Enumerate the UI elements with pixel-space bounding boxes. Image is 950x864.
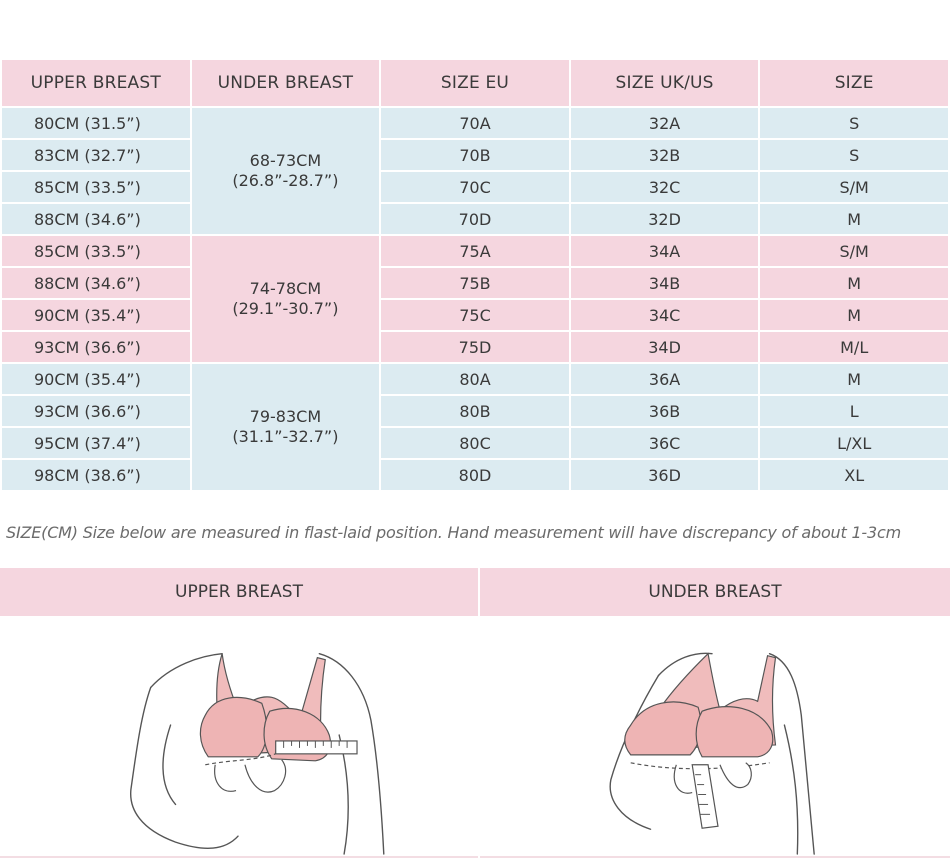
table-row: 93CM (36.6”) 75D 34D M/L bbox=[0, 330, 950, 364]
under-breast-cm: 74-78CM bbox=[249, 279, 322, 298]
size-cell: S/M bbox=[758, 170, 950, 204]
under-breast-cell: 68-73CM (26.8”-28.7”) bbox=[189, 106, 382, 236]
table-body: 80CM (31.5”) 68-73CM (26.8”-28.7”) 70A 3… bbox=[0, 106, 950, 492]
table-row: 88CM (34.6”) 75B 34B M bbox=[0, 266, 950, 300]
under-breast-panel-title: UNDER BREAST bbox=[480, 568, 950, 616]
size-cell: M/L bbox=[758, 330, 950, 364]
size-eu-cell: 70D bbox=[379, 202, 571, 236]
size-uk-us-cell: 36D bbox=[568, 458, 761, 492]
under-breast-inch: (26.8”-28.7”) bbox=[232, 171, 339, 190]
size-eu-cell: 80D bbox=[379, 458, 571, 492]
under-breast-inch: (31.1”-32.7”) bbox=[232, 427, 339, 446]
upper-breast-cell: 80CM (31.5”) bbox=[0, 106, 192, 140]
size-eu-cell: 80A bbox=[379, 362, 571, 396]
upper-breast-illustration bbox=[0, 616, 478, 858]
size-cell: M bbox=[758, 266, 950, 300]
size-cell: L/XL bbox=[758, 426, 950, 460]
upper-breast-cell: 90CM (35.4”) bbox=[0, 298, 192, 332]
table-row: 85CM (33.5”) 70C 32C S/M bbox=[0, 170, 950, 204]
table-row: 90CM (35.4”) 75C 34C M bbox=[0, 298, 950, 332]
header-size-uk-us: SIZE UK/US bbox=[568, 58, 761, 108]
upper-breast-panel: UPPER BREAST bbox=[0, 568, 478, 858]
header-size: SIZE bbox=[758, 58, 950, 108]
size-eu-cell: 75D bbox=[379, 330, 571, 364]
size-cell: XL bbox=[758, 458, 950, 492]
under-breast-cell: 74-78CM (29.1”-30.7”) bbox=[189, 234, 382, 364]
table-row: 95CM (37.4”) 80C 36C L/XL bbox=[0, 426, 950, 460]
upper-breast-cell: 85CM (33.5”) bbox=[0, 234, 192, 268]
size-uk-us-cell: 32D bbox=[568, 202, 761, 236]
under-breast-panel: UNDER BREAST bbox=[480, 568, 950, 858]
size-cell: S bbox=[758, 106, 950, 140]
header-upper-breast: UPPER BREAST bbox=[0, 58, 192, 108]
size-eu-cell: 75B bbox=[379, 266, 571, 300]
size-eu-cell: 75C bbox=[379, 298, 571, 332]
upper-breast-cell: 95CM (37.4”) bbox=[0, 426, 192, 460]
size-uk-us-cell: 36B bbox=[568, 394, 761, 428]
size-cell: M bbox=[758, 298, 950, 332]
size-chart-table: UPPER BREAST UNDER BREAST SIZE EU SIZE U… bbox=[0, 58, 950, 492]
size-cell: S bbox=[758, 138, 950, 172]
upper-breast-cell: 90CM (35.4”) bbox=[0, 362, 192, 396]
upper-breast-cell: 93CM (36.6”) bbox=[0, 330, 192, 364]
table-row: 83CM (32.7”) 70B 32B S bbox=[0, 138, 950, 172]
upper-breast-measuring-image bbox=[130, 652, 385, 855]
size-eu-cell: 80B bbox=[379, 394, 571, 428]
upper-breast-cell: 85CM (33.5”) bbox=[0, 170, 192, 204]
size-cell: M bbox=[758, 202, 950, 236]
size-uk-us-cell: 34C bbox=[568, 298, 761, 332]
table-row: 80CM (31.5”) 68-73CM (26.8”-28.7”) 70A 3… bbox=[0, 106, 950, 236]
under-breast-illustration bbox=[480, 616, 950, 858]
table-row: 98CM (38.6”) 80D 36D XL bbox=[0, 458, 950, 492]
size-uk-us-cell: 32C bbox=[568, 170, 761, 204]
table-header-row: UPPER BREAST UNDER BREAST SIZE EU SIZE U… bbox=[0, 58, 950, 108]
size-uk-us-cell: 34D bbox=[568, 330, 761, 364]
size-eu-cell: 70A bbox=[379, 106, 571, 140]
size-uk-us-cell: 34A bbox=[568, 234, 761, 268]
upper-breast-cell: 88CM (34.6”) bbox=[0, 266, 192, 300]
size-cell: M bbox=[758, 362, 950, 396]
size-cell: L bbox=[758, 394, 950, 428]
upper-breast-cell: 93CM (36.6”) bbox=[0, 394, 192, 428]
under-breast-cm: 79-83CM bbox=[249, 407, 322, 426]
under-breast-measuring-image bbox=[609, 652, 815, 855]
size-uk-us-cell: 32A bbox=[568, 106, 761, 140]
size-eu-cell: 70C bbox=[379, 170, 571, 204]
table-row: 88CM (34.6”) 70D 32D M bbox=[0, 202, 950, 236]
under-breast-inch: (29.1”-30.7”) bbox=[232, 299, 339, 318]
table-row: 90CM (35.4”) 79-83CM (31.1”-32.7”) 80A 3… bbox=[0, 362, 950, 492]
upper-breast-cell: 98CM (38.6”) bbox=[0, 458, 192, 492]
table-row: 85CM (33.5”) 74-78CM (29.1”-30.7”) 75A 3… bbox=[0, 234, 950, 364]
size-eu-cell: 75A bbox=[379, 234, 571, 268]
size-uk-us-cell: 32B bbox=[568, 138, 761, 172]
under-breast-cell: 79-83CM (31.1”-32.7”) bbox=[189, 362, 382, 492]
size-eu-cell: 70B bbox=[379, 138, 571, 172]
size-uk-us-cell: 34B bbox=[568, 266, 761, 300]
header-size-eu: SIZE EU bbox=[379, 58, 571, 108]
upper-breast-cell: 83CM (32.7”) bbox=[0, 138, 192, 172]
size-cell: S/M bbox=[758, 234, 950, 268]
size-uk-us-cell: 36C bbox=[568, 426, 761, 460]
size-eu-cell: 80C bbox=[379, 426, 571, 460]
measurement-note: SIZE(CM) Size below are measured in flas… bbox=[6, 523, 901, 542]
upper-breast-cell: 88CM (34.6”) bbox=[0, 202, 192, 236]
table-row: 93CM (36.6”) 80B 36B L bbox=[0, 394, 950, 428]
header-under-breast: UNDER BREAST bbox=[189, 58, 382, 108]
under-breast-cm: 68-73CM bbox=[249, 151, 322, 170]
upper-breast-panel-title: UPPER BREAST bbox=[0, 568, 478, 616]
size-uk-us-cell: 36A bbox=[568, 362, 761, 396]
